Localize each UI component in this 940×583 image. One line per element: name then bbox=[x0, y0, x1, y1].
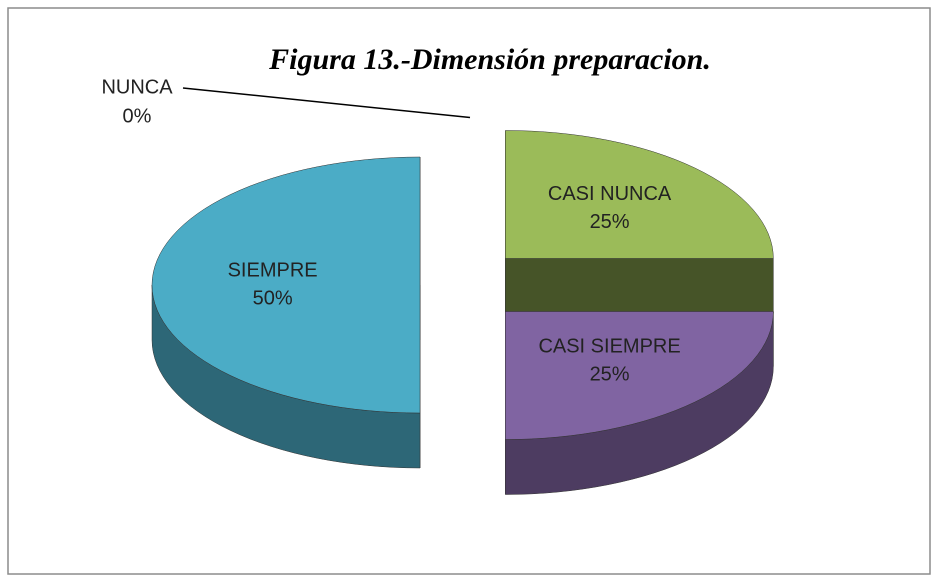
chart-title: Figura 13.-Dimensión preparacion. bbox=[268, 43, 711, 76]
slice-value-label: 0% bbox=[123, 105, 152, 127]
slice-value-label: 25% bbox=[590, 211, 630, 233]
slice-label: CASI SIEMPRE bbox=[538, 336, 680, 358]
slice-label: SIEMPRE bbox=[228, 259, 318, 281]
slice bbox=[505, 311, 774, 440]
slice-value-label: 25% bbox=[590, 364, 630, 386]
slice-value-label: 50% bbox=[253, 287, 293, 309]
slice-side bbox=[505, 258, 774, 314]
slice-label: CASI NUNCA bbox=[548, 183, 672, 205]
leader-line bbox=[182, 87, 471, 119]
slice bbox=[151, 156, 421, 414]
slice-label: NUNCA bbox=[101, 76, 173, 98]
slice bbox=[505, 130, 774, 259]
